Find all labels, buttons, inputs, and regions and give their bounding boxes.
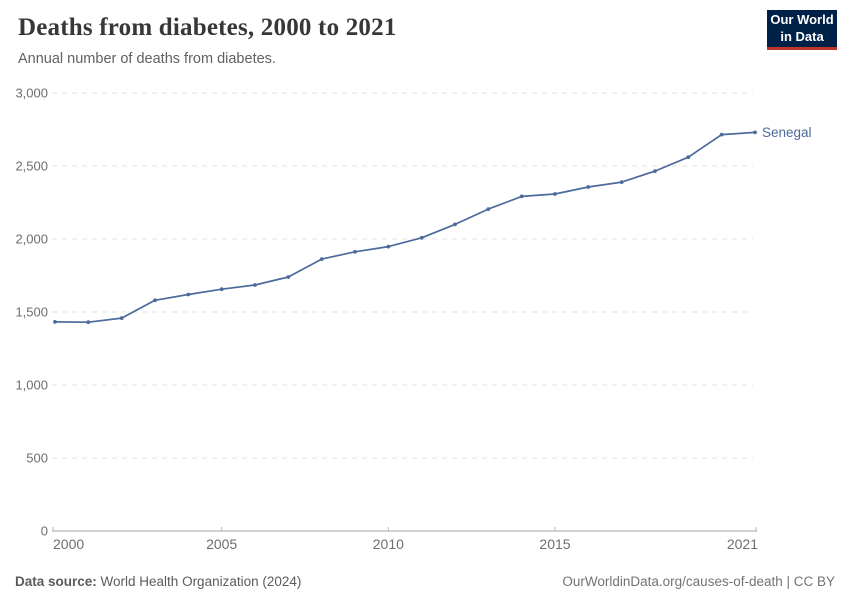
owid-logo-line2: in Data [780,28,824,44]
chart-header: Deaths from diabetes, 2000 to 2021 Annua… [0,0,850,75]
data-point[interactable] [353,249,357,254]
y-tick-label: 500 [26,451,48,466]
x-tick-label: 2015 [539,536,570,552]
data-point[interactable] [519,194,524,199]
chart-subtitle: Annual number of deaths from diabetes. [18,51,276,67]
data-point[interactable] [553,192,557,196]
data-source-value: World Health Organization (2024) [96,574,302,589]
data-point[interactable] [753,130,757,135]
data-source-label: Data source: [15,574,97,589]
data-point[interactable] [586,185,591,189]
data-point[interactable] [153,298,157,303]
data-point[interactable] [386,244,391,249]
data-point[interactable] [453,222,457,227]
x-tick-label: 2000 [53,536,84,552]
x-tick-label: 2021 [727,536,758,552]
series-label-senegal[interactable]: Senegal [762,125,812,140]
data-point[interactable] [86,320,91,325]
data-point[interactable] [253,283,257,287]
data-point[interactable] [219,287,224,292]
data-line[interactable] [54,131,756,324]
x-tick-label: 2010 [373,536,404,552]
data-point[interactable] [419,235,424,240]
data-point[interactable] [119,316,124,320]
data-point[interactable] [653,169,657,173]
data-point[interactable] [619,180,624,184]
data-point[interactable] [186,292,191,297]
y-tick-label: 2,500 [15,159,48,174]
data-source-line: Data source: World Health Organization (… [15,574,301,589]
data-point[interactable] [286,275,291,279]
y-tick-label: 1,500 [15,305,48,320]
line-chart-canvas[interactable]: 0 500 1,000 1,500 2,000 2,500 3,000 2000 2005 201… [0,75,850,555]
chart-footer: Data source: World Health Organization (… [15,574,835,589]
y-tick-label: 2,000 [15,232,48,247]
data-point[interactable] [686,155,691,160]
chart-title: Deaths from diabetes, 2000 to 2021 [18,14,397,41]
owid-logo-line1: Our World [770,12,834,28]
owid-logo: Our World in Data [767,10,837,50]
data-point[interactable] [53,320,57,324]
y-tick-label: 3,000 [15,86,48,101]
credit-link: OurWorldinData.org/causes-of-death | CC … [562,574,835,589]
y-tick-label: 1,000 [15,378,48,393]
y-tick-label: 0 [41,524,48,539]
data-point[interactable] [719,132,724,137]
x-tick-label: 2005 [206,536,237,552]
data-point[interactable] [486,207,491,212]
data-point[interactable] [319,257,324,261]
